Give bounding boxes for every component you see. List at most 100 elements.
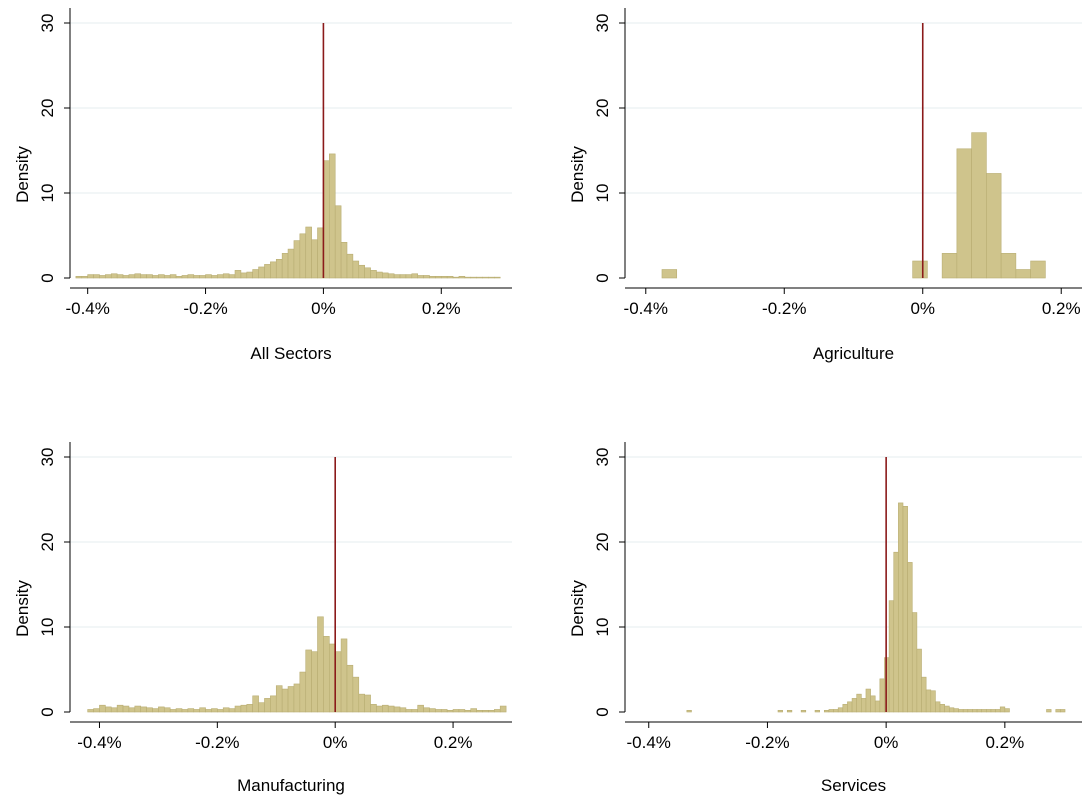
histogram-bar — [99, 704, 106, 713]
histogram-bar — [1004, 708, 1010, 713]
histogram-bar — [452, 276, 460, 279]
histogram-bar — [75, 275, 83, 279]
histogram-bar — [246, 704, 253, 713]
histogram-bar — [856, 693, 862, 713]
histogram-bar — [311, 651, 318, 713]
histogram-bar — [334, 651, 342, 713]
histogram-bar — [1000, 253, 1017, 279]
histogram-bar — [329, 153, 336, 279]
histogram-bar — [110, 707, 118, 713]
histogram-bar — [893, 551, 899, 713]
histogram-bar — [405, 709, 413, 713]
histogram-bar — [382, 704, 389, 713]
histogram-bar — [146, 707, 153, 713]
histogram-bar — [376, 271, 383, 279]
histogram-bar — [281, 253, 289, 279]
histogram-bar — [305, 649, 312, 713]
histogram-bar — [874, 700, 881, 713]
histogram-bar — [686, 709, 692, 713]
histogram-bar — [181, 709, 189, 713]
histogram-bar — [990, 709, 996, 713]
histogram-bar — [488, 709, 495, 713]
x-tick-label: 0.2% — [985, 733, 1024, 752]
histogram-bar — [370, 270, 377, 279]
histogram-bar — [393, 706, 401, 713]
histogram-bar — [140, 706, 147, 713]
histogram-bar — [334, 205, 342, 279]
histogram-bar — [986, 173, 1002, 279]
histogram-bar — [499, 705, 507, 713]
histogram-bar — [217, 274, 224, 279]
histogram-bar — [187, 274, 195, 279]
y-tick-label: 20 — [593, 99, 612, 118]
histogram-bar — [1030, 260, 1046, 279]
histogram-bar — [376, 705, 383, 713]
histogram-bar — [870, 695, 876, 713]
y-tick-label: 20 — [38, 99, 57, 118]
histogram-bar — [140, 274, 147, 279]
histogram-bar — [199, 275, 206, 279]
histogram-bar — [181, 275, 189, 279]
histogram-bar — [358, 264, 365, 279]
histogram-bar — [1015, 269, 1031, 279]
histogram-bar — [158, 274, 165, 279]
histogram-bar — [956, 148, 972, 279]
histogram-bar — [329, 643, 336, 713]
chart-panel-1: 0 10 20 30 Density -0.4% -0.2% 0% 0.2% Agricultur… — [568, 8, 1082, 363]
y-tick-label: 10 — [38, 618, 57, 637]
histogram-bar — [464, 276, 472, 279]
histogram-bar — [364, 267, 371, 279]
histogram-bar — [358, 693, 365, 713]
histogram-bar — [323, 636, 330, 713]
histogram-bar — [240, 272, 248, 279]
histogram-bar — [661, 269, 678, 279]
histogram-bar — [898, 502, 904, 713]
histogram-bar — [423, 707, 430, 713]
histogram-bar — [193, 275, 200, 279]
histogram-bar — [828, 709, 834, 713]
histogram-bar — [879, 678, 885, 713]
histogram-bar — [382, 272, 389, 279]
histogram-bar — [948, 707, 955, 713]
histogram-bar — [995, 709, 1001, 713]
histogram-bar — [851, 698, 858, 713]
x-tick-label: 0% — [874, 733, 899, 752]
histogram-bar — [470, 276, 477, 279]
histogram-bar — [258, 702, 265, 713]
histogram-bar — [187, 708, 195, 713]
histogram-bar — [169, 274, 177, 279]
histogram-bar — [930, 690, 936, 713]
histogram-bar — [317, 227, 324, 279]
histogram-bar — [370, 704, 377, 713]
y-axis-title: Density — [568, 146, 587, 203]
y-tick-label: 0 — [38, 707, 57, 716]
histogram-bar — [470, 708, 477, 713]
x-tick-label: 0% — [311, 299, 336, 318]
histogram-bar — [814, 709, 820, 713]
histogram-bar — [464, 709, 472, 713]
panel-title: Manufacturing — [237, 776, 345, 795]
histogram-bar — [222, 273, 230, 279]
histogram-bar — [228, 708, 236, 713]
x-tick-label: -0.4% — [627, 733, 671, 752]
histogram-bar — [234, 705, 242, 713]
histogram-bar — [293, 240, 301, 279]
histogram-bar — [458, 275, 466, 279]
histogram-bar — [158, 706, 165, 713]
panel-title: All Sectors — [250, 344, 331, 363]
histogram-bar — [1046, 709, 1052, 713]
y-tick-label: 10 — [38, 184, 57, 203]
histogram-bar — [399, 274, 407, 279]
histogram-bar — [399, 707, 407, 713]
histogram-bar — [346, 664, 354, 713]
x-tick-label: -0.2% — [183, 299, 227, 318]
histogram-bar — [287, 686, 295, 713]
histogram-bar — [299, 233, 307, 279]
histogram-bar — [482, 709, 489, 713]
histogram-bar — [999, 706, 1006, 713]
x-tick-label: 0.2% — [434, 733, 473, 752]
x-tick-label: -0.2% — [745, 733, 789, 752]
histogram-bar — [476, 709, 483, 713]
histogram-bar — [907, 562, 913, 713]
chart-panel-3: 0 10 20 30 Density -0.4% -0.2% 0% 0.2% Services — [568, 442, 1082, 795]
